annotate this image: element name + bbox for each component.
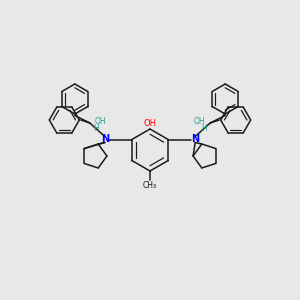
Text: N: N [191,134,199,145]
Text: H: H [201,124,207,133]
Text: H: H [93,124,99,133]
Text: CH₃: CH₃ [143,182,157,190]
Text: OH: OH [94,117,106,126]
Text: OH: OH [143,118,157,127]
Text: N: N [101,134,109,145]
Text: OH: OH [194,117,206,126]
